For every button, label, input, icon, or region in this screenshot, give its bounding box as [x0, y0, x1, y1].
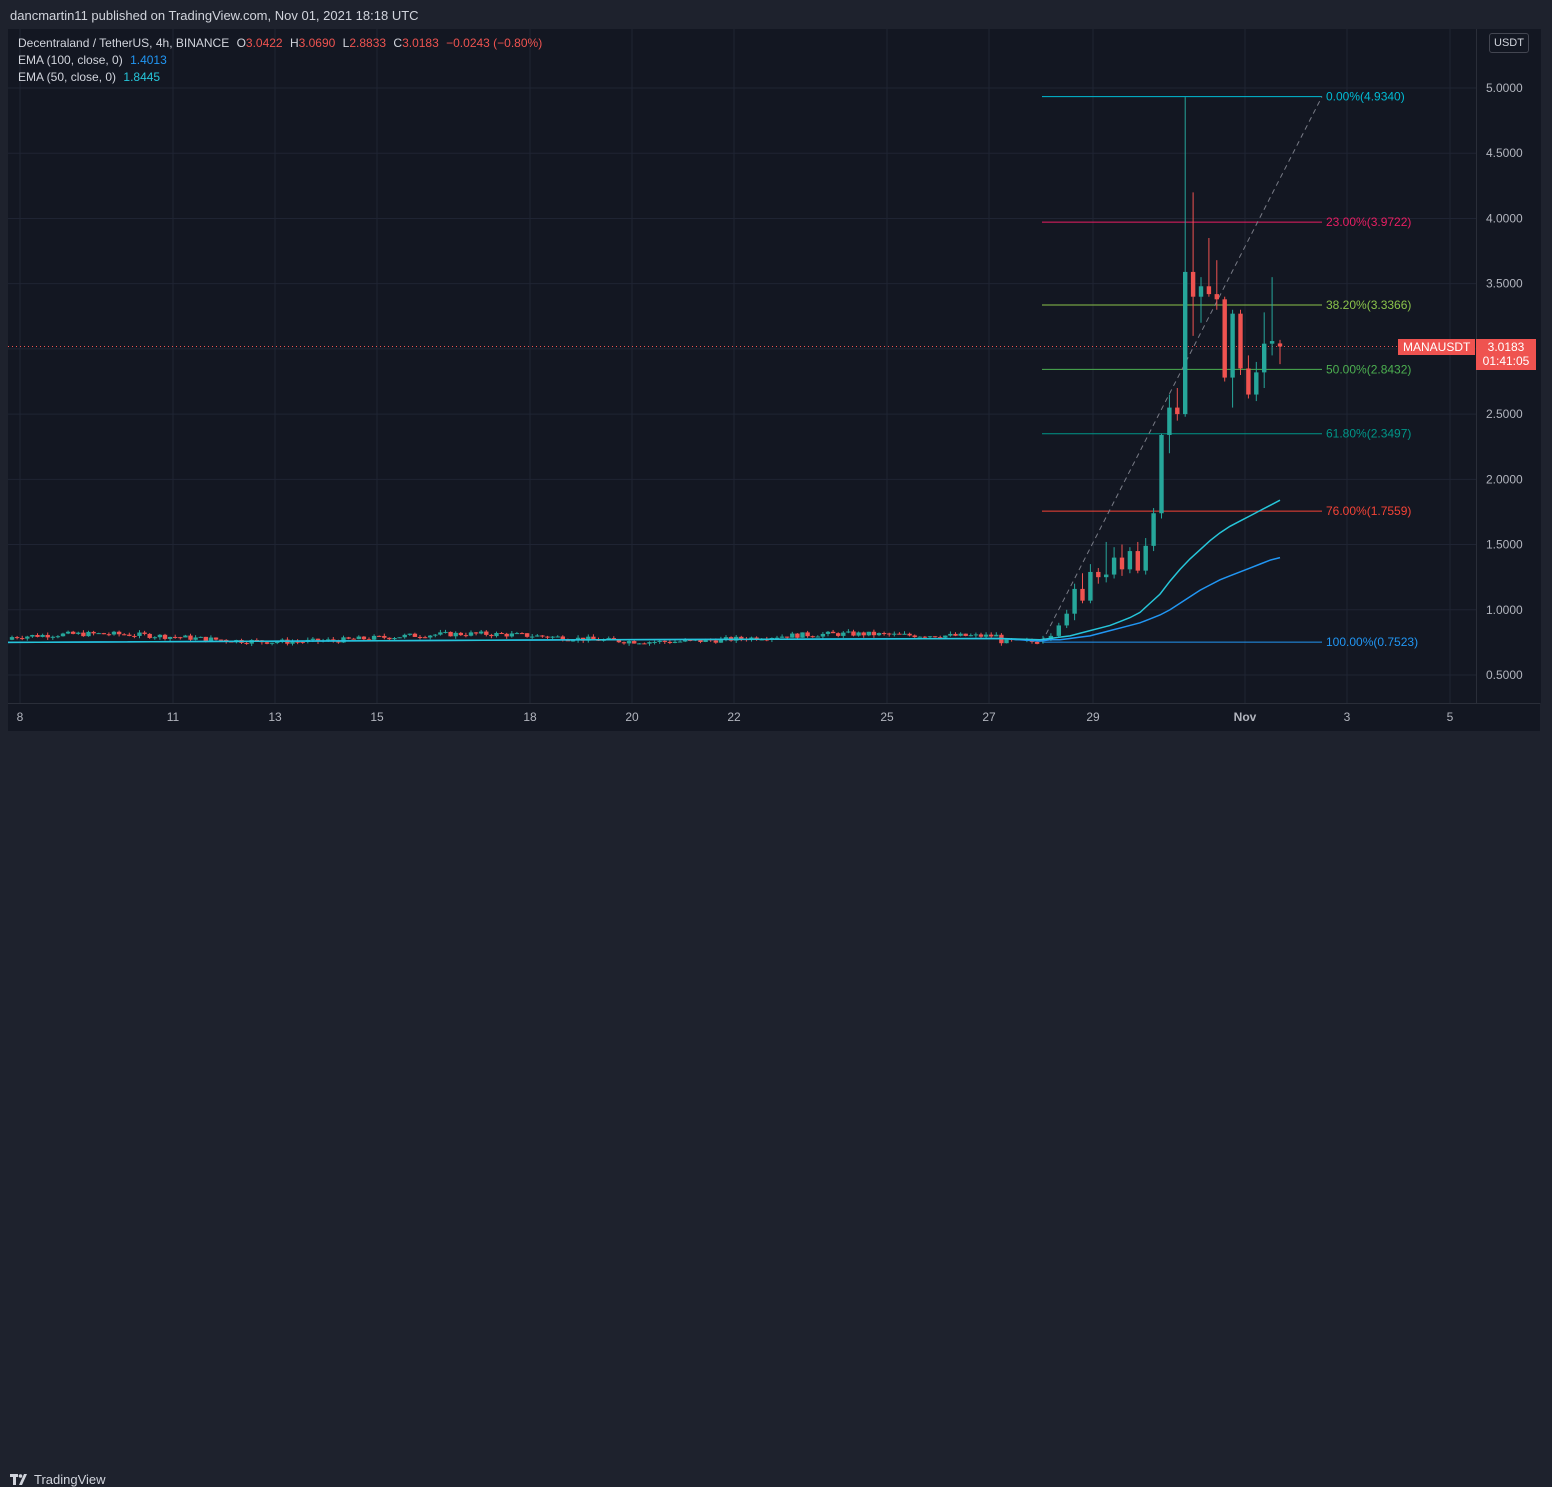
ema50-value: 1.8445	[123, 70, 161, 84]
tradingview-logo-icon	[10, 1473, 27, 1485]
publisher-header: dancmartin11 published on TradingView.co…	[0, 0, 1552, 30]
legend-ohlc: Decentraland / TetherUS, 4h, BINANCE O3.…	[18, 36, 542, 50]
last-price-value: 3.0183	[1487, 340, 1525, 354]
legend-close-label: C	[393, 36, 403, 50]
legend-close: 3.0183	[402, 36, 439, 50]
last-price-tag: 3.0183 01:41:05	[1476, 339, 1536, 370]
currency-button[interactable]: USDT	[1489, 33, 1529, 53]
legend-ema50[interactable]: EMA (50, close, 0) 1.8445	[18, 70, 160, 84]
symbol-price-tag: MANAUSDT	[1398, 339, 1476, 355]
ema100-label: EMA (100, close, 0)	[18, 53, 123, 67]
legend-open: 3.0422	[245, 36, 283, 50]
legend-low-label: L	[342, 36, 350, 50]
ema50-label: EMA (50, close, 0)	[18, 70, 117, 84]
legend-high: 3.0690	[298, 36, 336, 50]
publisher-text: dancmartin11 published on TradingView.co…	[10, 8, 419, 23]
chart-pane[interactable]	[8, 29, 1476, 703]
footer: TradingView	[0, 732, 1552, 1487]
legend-change: −0.0243 (−0.80%)	[446, 36, 543, 50]
legend-open-label: O	[236, 36, 246, 50]
tradingview-logo[interactable]: TradingView	[10, 1472, 106, 1487]
tradingview-brand: TradingView	[34, 1472, 106, 1487]
time-axis[interactable]	[8, 703, 1540, 731]
legend-ema100[interactable]: EMA (100, close, 0) 1.4013	[18, 53, 167, 67]
ema100-value: 1.4013	[130, 53, 167, 67]
legend-symbol[interactable]: Decentraland / TetherUS, 4h, BINANCE	[18, 36, 230, 50]
legend-high-label: H	[289, 36, 299, 50]
legend-low: 2.8833	[349, 36, 387, 50]
bar-countdown: 01:41:05	[1482, 354, 1530, 368]
